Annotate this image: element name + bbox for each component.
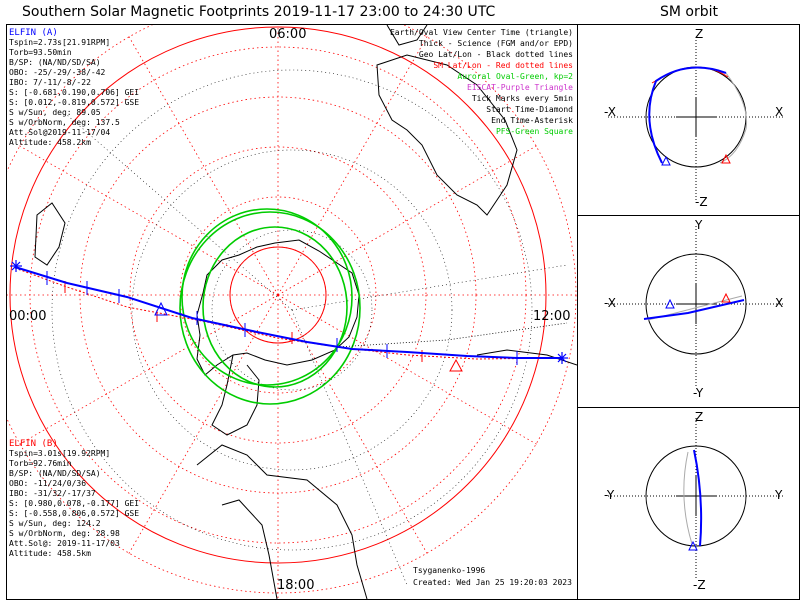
elfin-b-view-center-triangle: [449, 358, 463, 372]
legend-item: Geo Lat/Lon - Black dotted lines: [418, 50, 573, 59]
elfin-a-orbit: [643, 299, 745, 320]
elfin-b-line: OBO: -11/24/0/36: [9, 479, 87, 488]
sm-ring: [179, 196, 377, 394]
elfin-b-line: S: [-0.558,0.806,0.572] GSE: [9, 509, 140, 518]
elfin-b-line: S: [0.980,0.078,-0.177] GEI: [9, 499, 140, 508]
triangle-marker: [721, 292, 731, 303]
orbit-plot-yz: [608, 418, 784, 580]
elfin-a-view-center-triangle: [154, 301, 168, 316]
sm-outer-ring: [9, 26, 547, 564]
elfin-b-line: B/SP: (NA/ND/SD/SA): [9, 469, 101, 478]
orbit-yz-bottom-label: -Z: [693, 578, 706, 592]
auroral-oval: [181, 208, 353, 386]
legend-item: Earth/Oval View Center Time (triangle): [389, 28, 573, 37]
orbit-gray: [719, 72, 748, 164]
hour-label-bottom: 18:00: [277, 578, 315, 593]
triangle-marker: [665, 298, 675, 309]
legend-item: EISCAT-Purple Triangle: [467, 83, 573, 92]
auroral-oval: [179, 211, 361, 405]
orbit-yz-right-label: Y: [775, 488, 783, 502]
orbit-xz-bottom-label: -Z: [695, 195, 708, 209]
elfin-a-orbit: [693, 449, 703, 547]
orbit-xz-left-label: -X: [604, 105, 616, 119]
orbit-plot-xz: [608, 37, 784, 201]
elfin-a-line: S: [-0.681,0.190,0.706] GEI: [9, 88, 140, 97]
elfin-b-line: IBO: -31/32/-17/37: [9, 489, 96, 498]
sm-grid-spokes: [7, 25, 577, 599]
orbit-xy-top-label: Y: [695, 218, 703, 232]
legend-item: End Time-Asterisk: [491, 116, 573, 125]
elfin-a-line: Altitude: 458.2km: [9, 138, 91, 147]
legend-item: Thick - Science (FGM and/or EPD): [418, 39, 573, 48]
orbit-panel-yz: Z -Z -Y Y: [577, 407, 800, 600]
elfin-b-line: S w/Sun, deg: 124.2: [9, 519, 101, 528]
auroral-oval: [202, 226, 348, 388]
legend-item: PFS-Green Square: [495, 127, 573, 136]
elfin-a-tick-marks: [46, 271, 518, 365]
elfin-a-start-asterisk: [10, 260, 22, 272]
south-america-outline: [196, 444, 368, 599]
elfin-a-line: OBO: -25/-29/-38/-42: [9, 68, 106, 77]
new-zealand-outline: [34, 202, 66, 266]
sm-solid-ring: [229, 246, 327, 344]
elfin-a-track: [14, 266, 562, 359]
orbit-panel-xy: Y -Y -X X: [577, 215, 800, 408]
south-america-coast: [221, 499, 278, 599]
orbit-gray: [683, 451, 693, 545]
elfin-b-line: Att.Sol@: 2019-11-17/03: [9, 539, 120, 548]
legend-item: Start Time-Diamond: [486, 105, 573, 114]
orbit-title: SM orbit: [660, 4, 719, 20]
legend-item: SM Lat/Lon - Red dotted lines: [433, 61, 573, 70]
created-timestamp: Created: Wed Jan 25 19:20:03 2023: [413, 578, 572, 587]
footprint-map-panel: 06:00 00:00 12:00 18:00 Earth/Oval View …: [6, 24, 578, 600]
polar-map: [7, 25, 577, 599]
elfin-a-line: Tspin=2.73s[21.91RPM]: [9, 38, 111, 47]
sm-ring: [129, 146, 427, 444]
elfin-a-end-asterisk: [556, 352, 568, 364]
antarctic-peninsula: [211, 354, 260, 436]
orbit-xz-right-label: X: [775, 105, 784, 119]
elfin-a-line: B/SP: (NA/ND/SD/SA): [9, 58, 101, 67]
elfin-b-line: Altitude: 458.5km: [9, 549, 91, 558]
legend: Earth/Oval View Center Time (triangle) T…: [390, 27, 573, 137]
triangle-marker: [721, 153, 731, 164]
orbit-plot-xy: [608, 226, 784, 388]
elfin-b-line: S w/OrbNorm, deg: 28.98: [9, 529, 120, 538]
elfin-a-name: ELFIN (A): [9, 28, 58, 38]
geo-track-dotted: [336, 322, 568, 348]
elfin-b-name: ELFIN (B): [9, 439, 58, 449]
triangle-marker: [688, 540, 698, 551]
elfin-a-line: S w/OrbNorm, deg: 137.5: [9, 118, 120, 127]
elfin-a-line: IBO: 7/-11/-8/-22: [9, 78, 91, 87]
legend-item: Tick Marks every 5min: [471, 94, 573, 103]
elfin-a-line: Torb=93.50min: [9, 48, 72, 57]
legend-item: Auroral Oval-Green, kp=2: [457, 72, 573, 81]
elfin-a-line: S w/Sun, deg: 89.05: [9, 108, 101, 117]
elfin-a-line: S: [0.012,-0.819,0.572] GSE: [9, 98, 140, 107]
orbit-panel-xz: Z -Z -X X: [577, 24, 800, 216]
elfin-b-line: Tspin=3.01s[19.92RPM]: [9, 449, 111, 458]
elfin-b-line: Torb=92.76min: [9, 459, 72, 468]
orbit-yz-top-label: Z: [695, 410, 704, 424]
orbit-yz-left-label: -Y: [604, 488, 615, 502]
orbit-xy-left-label: -X: [604, 296, 616, 310]
triangle-marker: [661, 155, 671, 166]
hour-label-top: 06:00: [269, 27, 307, 42]
southeast-asia-coast: [386, 25, 428, 46]
hour-label-right: 12:00: [533, 309, 571, 324]
orbit-xy-right-label: X: [775, 296, 784, 310]
elfin-b-info: ELFIN (B) Tspin=3.01s[19.92RPM] Torb=92.…: [9, 439, 139, 559]
auroral-ovals: [179, 208, 361, 405]
elfin-b-track: [14, 267, 563, 360]
australia-outline: [376, 54, 518, 216]
orbit-xy-bottom-label: -Y: [693, 386, 704, 400]
orbit-xz-top-label: Z: [695, 27, 704, 41]
elfin-a-line: Att.Sol@2019-11-17/04: [9, 128, 111, 137]
elfin-a-orbit: [648, 66, 727, 164]
plot-title: Southern Solar Magnetic Footprints 2019-…: [22, 4, 496, 20]
hour-label-left: 00:00: [9, 309, 47, 324]
elfin-a-info: ELFIN (A) Tspin=2.73s[21.91RPM] Torb=93.…: [9, 28, 139, 148]
model-credit: Tsyganenko-1996: [413, 566, 486, 575]
